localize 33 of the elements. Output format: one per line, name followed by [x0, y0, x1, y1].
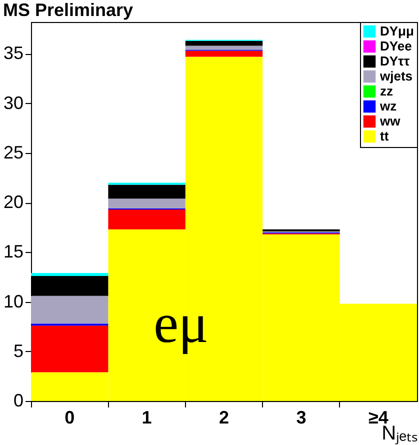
y-tick-label: 5 [13, 340, 24, 361]
legend-label: DYττ [380, 54, 410, 68]
bar [185, 46, 263, 50]
legend-label: tt [380, 128, 390, 144]
bar [31, 276, 108, 296]
legend-label: ww [379, 114, 402, 128]
x-tick-label: 0 [64, 408, 75, 428]
annotation: eμ [154, 293, 208, 355]
bar [31, 273, 108, 276]
bar [108, 210, 186, 230]
legend-label: DYee [380, 38, 412, 54]
bar [31, 326, 108, 372]
x-tick-label: 2 [218, 408, 230, 428]
x-tick-label: 3 [296, 408, 306, 428]
bar [108, 184, 186, 199]
chart-title: MS Preliminary [2, 0, 134, 20]
y-tick-label: 25 [3, 142, 24, 162]
legend-label: DYμμ [380, 24, 414, 38]
legend-label: wz [379, 98, 398, 114]
legend-label: zz [380, 84, 394, 98]
legend-label: wjets [379, 68, 413, 84]
y-tick-label: 10 [3, 291, 24, 312]
y-tick-label: 35 [3, 43, 24, 64]
y-tick-label: 0 [13, 390, 24, 410]
x-axis-title: Nⱼₑₜₛ [382, 422, 418, 444]
bar [108, 198, 186, 209]
y-tick-label: 15 [3, 242, 24, 262]
x-tick-label: 1 [142, 408, 152, 428]
bar [31, 296, 108, 324]
y-tick-label: 30 [3, 92, 24, 113]
bar [185, 40, 263, 46]
bar [185, 50, 263, 57]
y-tick-label: 20 [3, 192, 24, 212]
